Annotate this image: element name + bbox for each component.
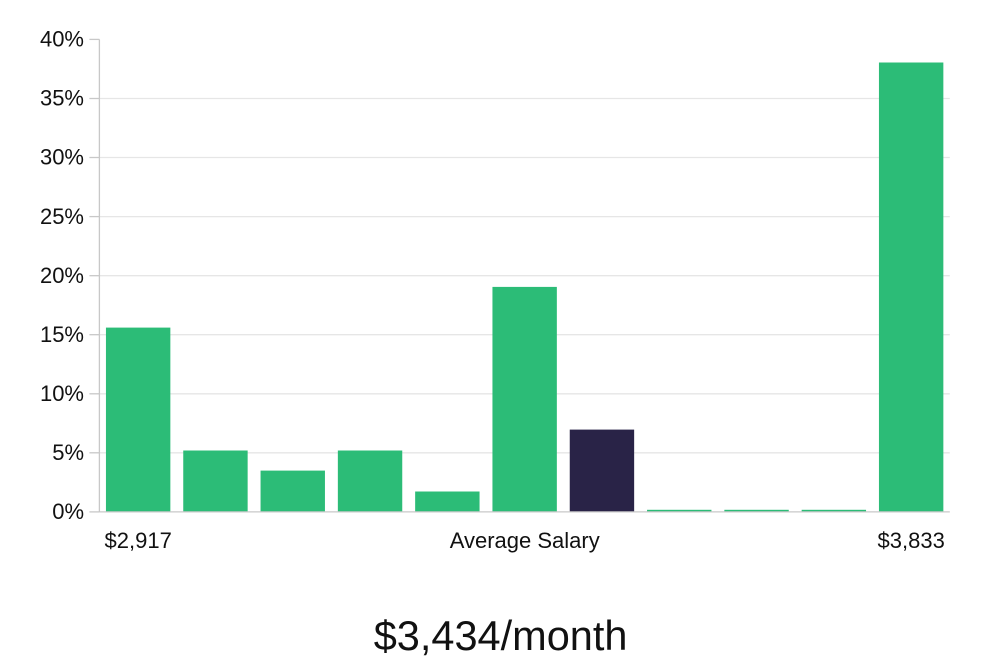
svg-text:$2,917: $2,917: [105, 528, 172, 553]
svg-text:15%: 15%: [40, 322, 84, 347]
svg-text:40%: 40%: [40, 27, 84, 52]
svg-text:Average Salary: Average Salary: [450, 528, 600, 553]
svg-text:0%: 0%: [52, 499, 84, 524]
svg-text:20%: 20%: [40, 263, 84, 288]
svg-text:5%: 5%: [52, 440, 84, 465]
svg-text:$3,434/month: $3,434/month: [374, 612, 628, 659]
svg-text:30%: 30%: [40, 145, 84, 170]
svg-text:10%: 10%: [40, 381, 84, 406]
svg-text:$3,833: $3,833: [878, 528, 945, 553]
svg-text:25%: 25%: [40, 204, 84, 229]
svg-text:35%: 35%: [40, 86, 84, 111]
